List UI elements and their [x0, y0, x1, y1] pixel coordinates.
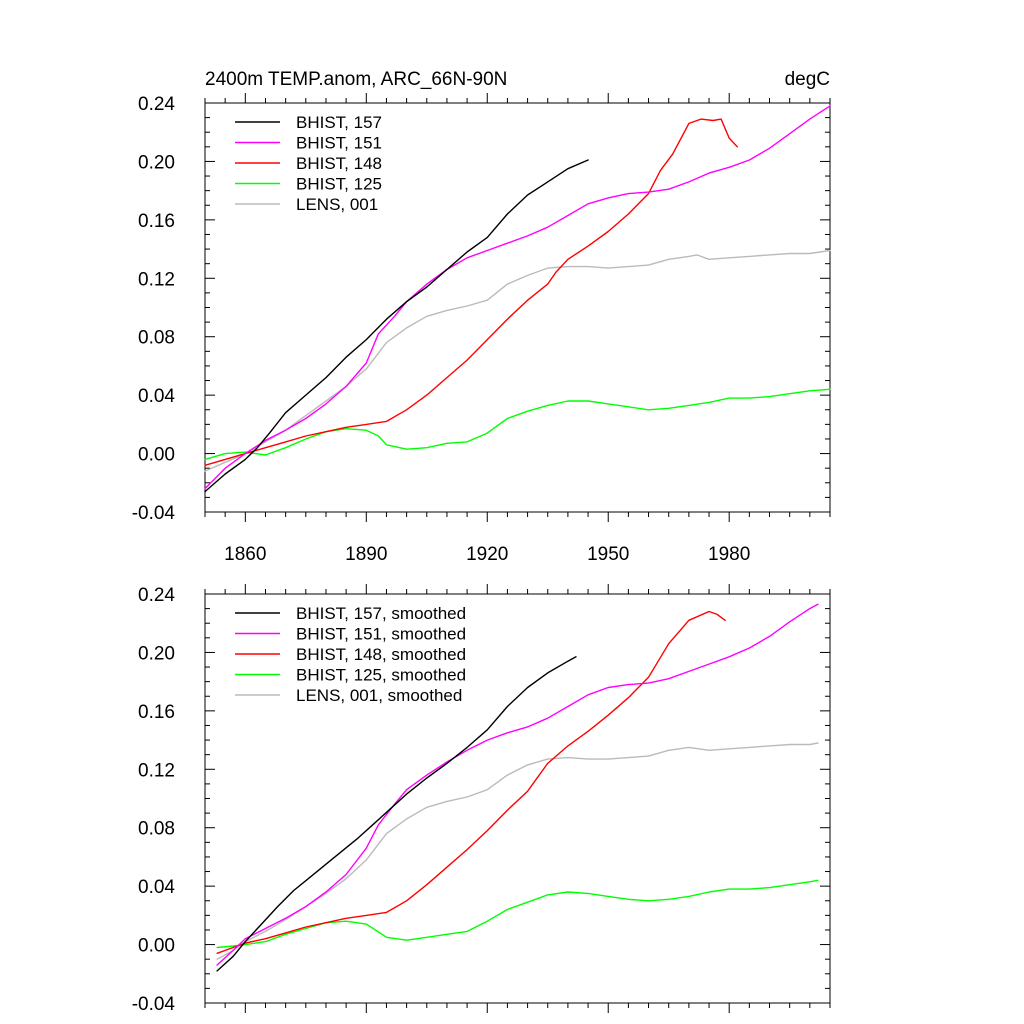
legend: BHIST, 157, smoothed BHIST, 151, smoothed… [235, 604, 466, 705]
y-tick-label: 0.16 [138, 702, 175, 723]
legend-label: BHIST, 151 [296, 134, 382, 153]
y-tick-label: 0.12 [138, 269, 175, 290]
legend-label: BHIST, 148, smoothed [296, 645, 466, 664]
y-tick-label: 0.24 [138, 94, 175, 115]
series-group [204, 105, 831, 493]
y-tick-label: 0.00 [138, 936, 175, 957]
y-tick-label: 0.24 [138, 585, 175, 606]
series-line-bhist-157-smoothed [216, 656, 577, 972]
series-line-bhist-125-smoothed [216, 879, 819, 949]
bottom-panel: -0.04 0.00 0.04 0.08 0.12 0.16 0.20 0.24 BHIST, … [132, 584, 831, 1015]
legend-label: BHIST, 157 [296, 113, 382, 132]
legend-label: BHIST, 151, smoothed [296, 625, 466, 644]
series-line-bhist-151-smoothed [216, 603, 819, 966]
chart-title: 2400m TEMP.anom, ARC_66N-90N [205, 69, 507, 90]
series-line-bhist-148 [204, 118, 738, 466]
y-tick-label: 0.08 [138, 328, 175, 349]
x-tick-label: 1980 [708, 544, 750, 565]
top-panel: 2400m TEMP.anom, ARC_66N-90N degC -0.04 0.0… [132, 69, 831, 565]
x-tick-label: 1950 [587, 544, 629, 565]
y-tick-label: 0.00 [138, 445, 175, 466]
x-tick-label: 1860 [224, 544, 266, 565]
series-line-bhist-157 [204, 159, 589, 493]
series-line-bhist-148-smoothed [216, 610, 726, 954]
legend-label: LENS, 001 [296, 195, 378, 214]
x-tick-label: 1920 [466, 544, 508, 565]
y-tick-label: -0.04 [132, 994, 176, 1015]
x-tick-label: 1890 [345, 544, 387, 565]
y-tick-label: 0.04 [138, 386, 175, 407]
series-group [216, 603, 819, 972]
units-label: degC [785, 69, 830, 90]
series-line-lens-001 [204, 249, 831, 472]
legend-label: BHIST, 157, smoothed [296, 604, 466, 623]
y-tick-label: 0.04 [138, 877, 175, 898]
y-tick-label: -0.04 [132, 503, 176, 524]
legend-label: BHIST, 148 [296, 154, 382, 173]
y-tick-label: 0.12 [138, 760, 175, 781]
y-tick-label: 0.20 [138, 152, 175, 173]
legend-label: BHIST, 125, smoothed [296, 666, 466, 685]
y-tick-label: 0.08 [138, 819, 175, 840]
legend-label: LENS, 001, smoothed [296, 686, 462, 705]
series-line-bhist-125 [204, 388, 831, 461]
y-tick-label: 0.16 [138, 211, 175, 232]
y-tick-label: 0.20 [138, 643, 175, 664]
legend-label: BHIST, 125 [296, 175, 382, 194]
series-line-bhist-151 [204, 105, 831, 490]
